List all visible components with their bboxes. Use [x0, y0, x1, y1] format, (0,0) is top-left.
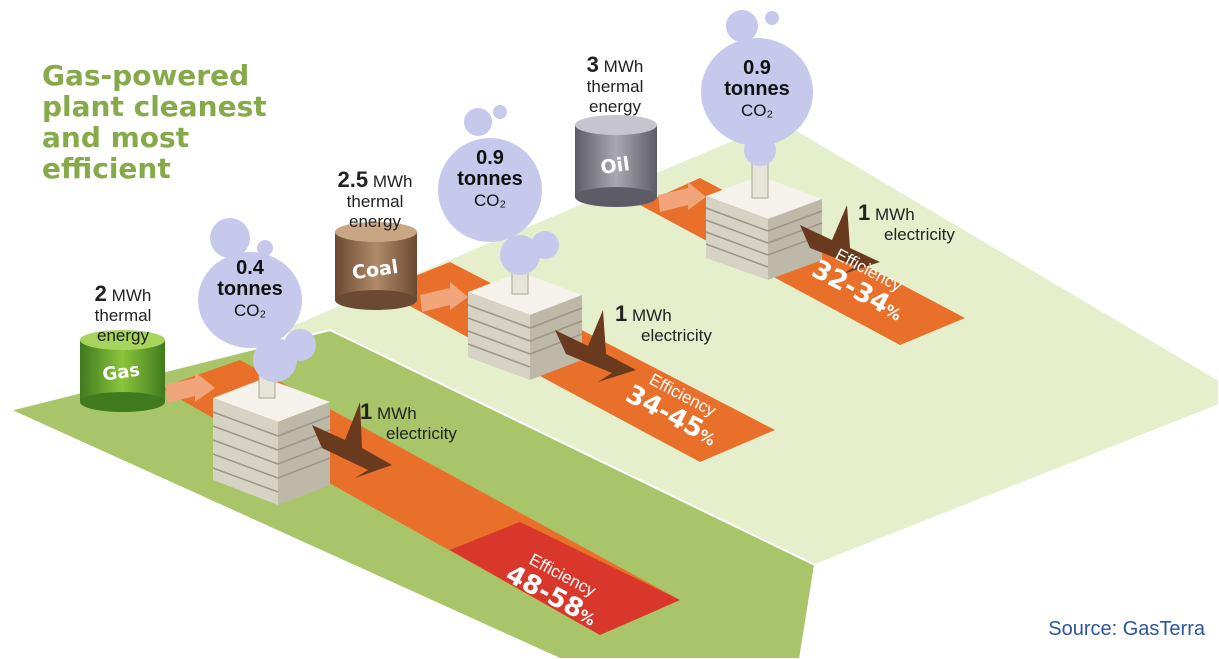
gas-smoke-cloud: [198, 218, 316, 382]
oil-cylinder: [575, 115, 657, 207]
gas-electricity-bolt-icon: [312, 402, 392, 478]
coal-smoke-cloud: [438, 105, 559, 275]
oil-electricity-bolt-icon: [800, 205, 880, 274]
oil-power-plant: [705, 153, 823, 280]
gas-cylinder: [80, 330, 165, 412]
oil-smoke-cloud: [701, 10, 813, 166]
gas-power-plant: [212, 349, 331, 505]
gas-electricity-desc: electricity: [386, 424, 457, 443]
oil-electricity-unit: MWh: [874, 205, 915, 224]
oil-co2-formula: CO₂: [740, 101, 774, 120]
oil-efficiency-pct: %: [882, 300, 905, 324]
coal-electricity-unit: MWh: [631, 306, 672, 325]
oil-electricity-label: 1 MWh electricity: [858, 200, 1008, 245]
headline-line-3: and most: [42, 121, 190, 154]
gas-efficiency-zone: [450, 522, 680, 635]
headline: Gas-powered plant cleanest and most effi…: [42, 60, 267, 184]
coal-thermal-label: 2.5 MWh thermal energy: [310, 167, 440, 232]
coal-flow-arrow: [420, 282, 468, 312]
gas-electricity-unit: MWh: [376, 404, 417, 423]
coal-thermal-value: 2.5: [337, 167, 369, 192]
headline-line-2: plant cleanest: [42, 90, 267, 123]
gas-fuel-label: Gas: [101, 360, 141, 386]
gas-co2-formula: CO₂: [233, 301, 267, 320]
gas-flow-arrow: [165, 372, 215, 403]
gas-electricity-label: 1 MWh electricity: [360, 399, 510, 444]
oil-thermal-desc-1: thermal: [586, 77, 644, 96]
gas-thermal-desc-2: energy: [97, 326, 149, 345]
coal-electricity-value: 1: [615, 301, 628, 326]
coal-co2-unit: tonnes: [457, 168, 523, 190]
oil-thermal-desc-2: energy: [589, 97, 641, 116]
source-credit: Source: GasTerra: [1048, 618, 1205, 640]
coal-thermal-desc-2: energy: [349, 212, 401, 231]
oil-electricity-desc: electricity: [884, 225, 955, 244]
gas-electricity-value: 1: [360, 399, 373, 424]
oil-co2-label: 0.9 tonnes CO₂: [712, 58, 802, 121]
headline-line-4: efficient: [42, 152, 171, 185]
gas-thermal-unit: MWh: [111, 286, 152, 305]
headline-line-1: Gas-powered: [42, 59, 250, 92]
gas-co2-unit: tonnes: [217, 278, 283, 300]
oil-co2-unit: tonnes: [724, 78, 790, 100]
coal-electricity-bolt-icon: [555, 310, 636, 382]
oil-thermal-unit: MWh: [603, 57, 644, 76]
oil-co2-value: 0.9: [743, 57, 771, 79]
oil-thermal-value: 3: [586, 52, 599, 77]
oil-fuel-label: Oil: [599, 153, 631, 179]
gas-co2-label: 0.4 tonnes CO₂: [205, 258, 295, 321]
gas-co2-value: 0.4: [236, 257, 264, 279]
coal-cylinder: [335, 222, 417, 310]
coal-co2-formula: CO₂: [473, 191, 507, 210]
gas-thermal-desc-1: thermal: [94, 306, 152, 325]
gas-thermal-label: 2 MWh thermal energy: [68, 281, 178, 346]
gas-thermal-value: 2: [94, 281, 107, 306]
oil-thermal-label: 3 MWh thermal energy: [560, 52, 670, 117]
oil-flow-arrow: [658, 182, 706, 212]
coal-electricity-desc: electricity: [641, 326, 712, 345]
coal-co2-value: 0.9: [476, 147, 504, 169]
coal-co2-label: 0.9 tonnes CO₂: [445, 148, 535, 211]
coal-thermal-desc-1: thermal: [346, 192, 404, 211]
oil-electricity-value: 1: [858, 200, 871, 225]
coal-efficiency-pct: %: [696, 425, 719, 449]
coal-thermal-unit: MWh: [372, 172, 413, 191]
gas-efficiency-pct: %: [576, 605, 599, 629]
coal-electricity-label: 1 MWh electricity: [615, 301, 765, 346]
